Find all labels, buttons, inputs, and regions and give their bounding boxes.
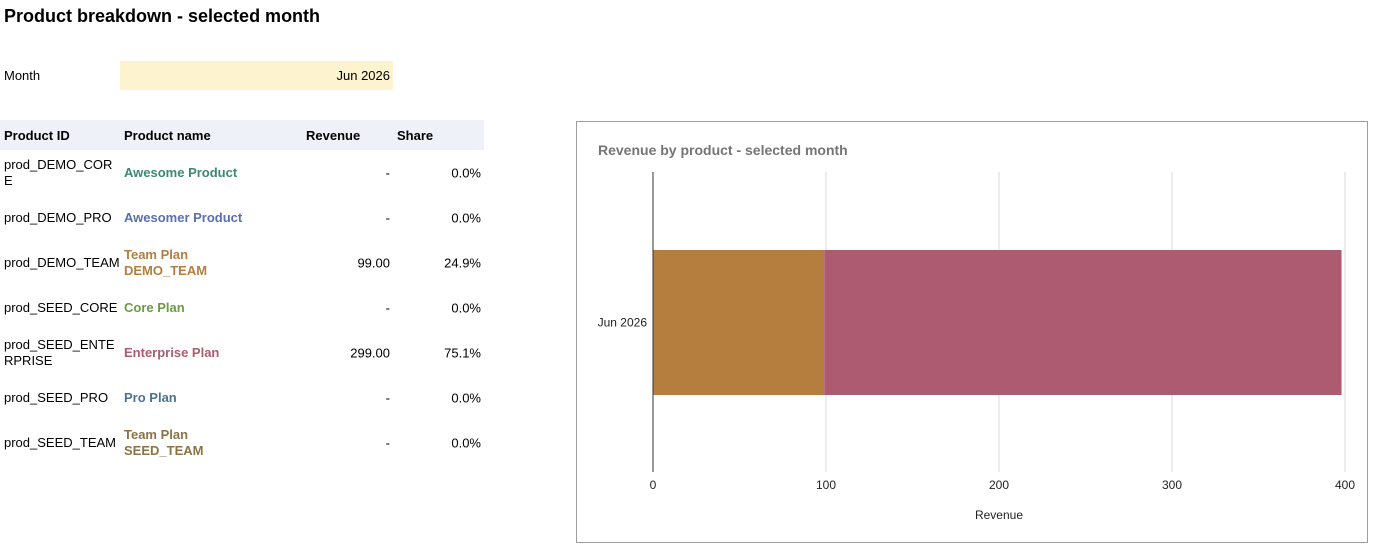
- table-row: prod_DEMO_PRO Awesomer Product - 0.0%: [0, 195, 484, 240]
- product-name-cell: Team Plan SEED_TEAM: [124, 427, 299, 459]
- header-product-id: Product ID: [4, 128, 70, 143]
- header-share: Share: [397, 128, 434, 143]
- product-name-suffix: DEMO_TEAM: [124, 262, 208, 278]
- header-revenue: Revenue: [306, 128, 361, 143]
- table-row: prod_SEED_CORE Core Plan - 0.0%: [0, 285, 484, 330]
- revenue-cell: -: [385, 210, 390, 225]
- product-name-line: Awesomer Product: [124, 209, 243, 225]
- product-name-cell: Pro Plan: [124, 390, 299, 406]
- product-name-cell: Awesome Product: [124, 165, 299, 181]
- revenue-cell: -: [385, 165, 390, 180]
- share-cell: 0.0%: [451, 165, 481, 180]
- share-cell: 0.0%: [451, 435, 481, 450]
- revenue-cell: -: [385, 435, 390, 450]
- revenue-cell: 99.00: [357, 255, 390, 270]
- table-row: prod_SEED_PRO Pro Plan - 0.0%: [0, 375, 484, 420]
- table-row: prod_SEED_TEAM Team Plan SEED_TEAM - 0.0%: [0, 420, 484, 465]
- product-id-cell: prod_SEED_PRO: [4, 389, 109, 405]
- revenue-cell: 299.00: [350, 345, 390, 360]
- product-name-line: Awesome Product: [124, 164, 238, 180]
- share-cell: 0.0%: [451, 300, 481, 315]
- table-row: prod_SEED_ENTERPRISE Enterprise Plan 299.0…: [0, 330, 484, 375]
- month-input[interactable]: [120, 61, 393, 90]
- product-name-line: Enterprise Plan: [124, 344, 220, 360]
- product-id-cell: prod_SEED_TEAM: [4, 434, 116, 450]
- product-name-suffix: SEED_TEAM: [124, 442, 204, 458]
- page-title: Product breakdown - selected month: [4, 6, 321, 26]
- product-name-cell: Team Plan DEMO_TEAM: [124, 247, 299, 279]
- product-id-cell: prod_DEMO_PRO: [4, 209, 112, 225]
- chart-title: Revenue by product - selected month: [598, 142, 848, 158]
- product-id-cell: prod_DEMO_CORE: [4, 156, 113, 188]
- table-row: prod_DEMO_CORE Awesome Product - 0.0%: [0, 150, 484, 195]
- share-cell: 75.1%: [444, 345, 481, 360]
- share-cell: 24.9%: [444, 255, 481, 270]
- header-product-name: Product name: [124, 128, 211, 143]
- product-name-cell: Core Plan: [124, 300, 299, 316]
- month-label: Month: [4, 68, 41, 83]
- product-name-cell: Awesomer Product: [124, 210, 299, 226]
- product-id-cell: prod_DEMO_TEAM: [4, 254, 120, 270]
- share-cell: 0.0%: [451, 390, 481, 405]
- table-row: prod_DEMO_TEAM Team Plan DEMO_TEAM 99.00 24.…: [0, 240, 484, 285]
- product-name-line: Team Plan: [124, 246, 189, 262]
- revenue-cell: -: [385, 300, 390, 315]
- product-name-line: Core Plan: [124, 299, 185, 315]
- revenue-cell: -: [385, 390, 390, 405]
- product-name-cell: Enterprise Plan: [124, 345, 299, 361]
- product-id-cell: prod_SEED_CORE: [4, 299, 118, 315]
- product-id-cell: prod_SEED_ENTERPRISE: [4, 336, 115, 368]
- share-cell: 0.0%: [451, 210, 481, 225]
- product-name-line: Team Plan: [124, 426, 189, 442]
- product-name-line: Pro Plan: [124, 389, 177, 405]
- table-header: Product ID Product name Revenue Share: [0, 120, 484, 150]
- chart-frame: [576, 121, 1368, 543]
